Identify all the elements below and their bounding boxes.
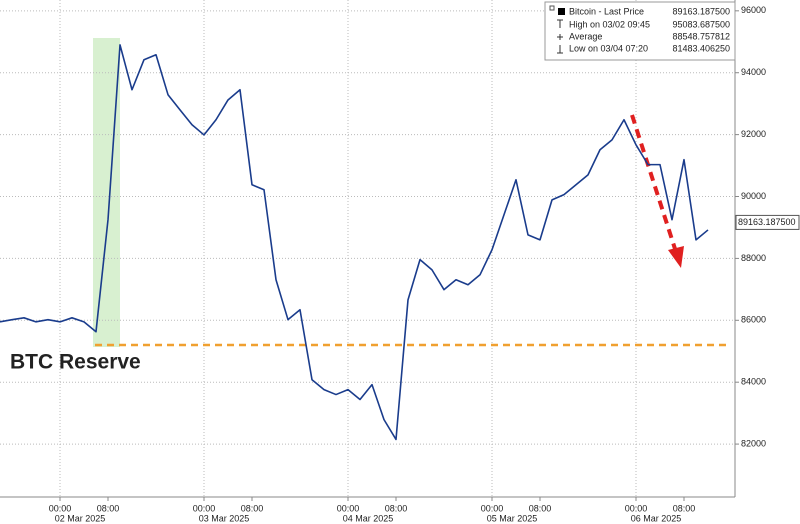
last-price-tag (735, 214, 800, 230)
trend-arrow (630, 114, 684, 268)
arrow-head (668, 246, 684, 268)
x-tick-label: 08:00 (97, 503, 120, 513)
legend-icon (557, 19, 563, 28)
legend-label: Average (569, 31, 602, 41)
x-tick-label: 08:00 (673, 503, 696, 513)
x-tick-label: 00:00 (337, 503, 360, 513)
legend-label: Bitcoin - Last Price (569, 6, 644, 16)
legend-label: Low on 03/04 07:20 (569, 43, 648, 53)
date-label: 05 Mar 2025 (487, 513, 538, 523)
y-tick-label: 88000 (741, 253, 766, 263)
y-tick-label: 84000 (741, 377, 766, 387)
y-tick-label: 90000 (741, 191, 766, 201)
legend-icon (549, 5, 555, 11)
legend-icon (557, 34, 563, 40)
x-tick-label: 00:00 (625, 503, 648, 513)
highlight-band (93, 38, 120, 347)
x-tick-label: 00:00 (49, 503, 72, 513)
arrow-shaft (630, 114, 678, 253)
legend-icon (557, 45, 563, 54)
legend-label: High on 03/02 09:45 (569, 19, 650, 29)
legend-icon (558, 8, 565, 15)
x-tick-label: 08:00 (241, 503, 264, 513)
x-tick-label: 08:00 (529, 503, 552, 513)
y-tick-label: 86000 (741, 315, 766, 325)
legend-box (544, 1, 736, 61)
y-tick-label: 96000 (741, 5, 766, 15)
legend: Bitcoin - Last Price 89163.187500 High o… (544, 1, 736, 61)
y-tick-label: 94000 (741, 67, 766, 77)
y-tick-label: 92000 (741, 129, 766, 139)
date-label: 04 Mar 2025 (343, 513, 394, 523)
reference-label: BTC Reserve (10, 351, 141, 374)
last-price-label: 89163.187500 (738, 217, 796, 227)
y-tick-label: 82000 (741, 438, 766, 448)
legend-value: 81483.406250 (672, 43, 730, 53)
legend-value: 95083.687500 (672, 19, 730, 29)
date-label: 06 Mar 2025 (631, 513, 682, 523)
legend-value: 89163.187500 (672, 6, 730, 16)
x-tick-label: 00:00 (481, 503, 504, 513)
x-tick-label: 00:00 (193, 503, 216, 513)
x-tick-label: 08:00 (385, 503, 408, 513)
date-label: 02 Mar 2025 (55, 513, 106, 523)
date-label: 03 Mar 2025 (199, 513, 250, 523)
legend-value: 88548.757812 (672, 31, 730, 41)
background-layer (0, 0, 735, 497)
price-line (0, 44, 709, 441)
